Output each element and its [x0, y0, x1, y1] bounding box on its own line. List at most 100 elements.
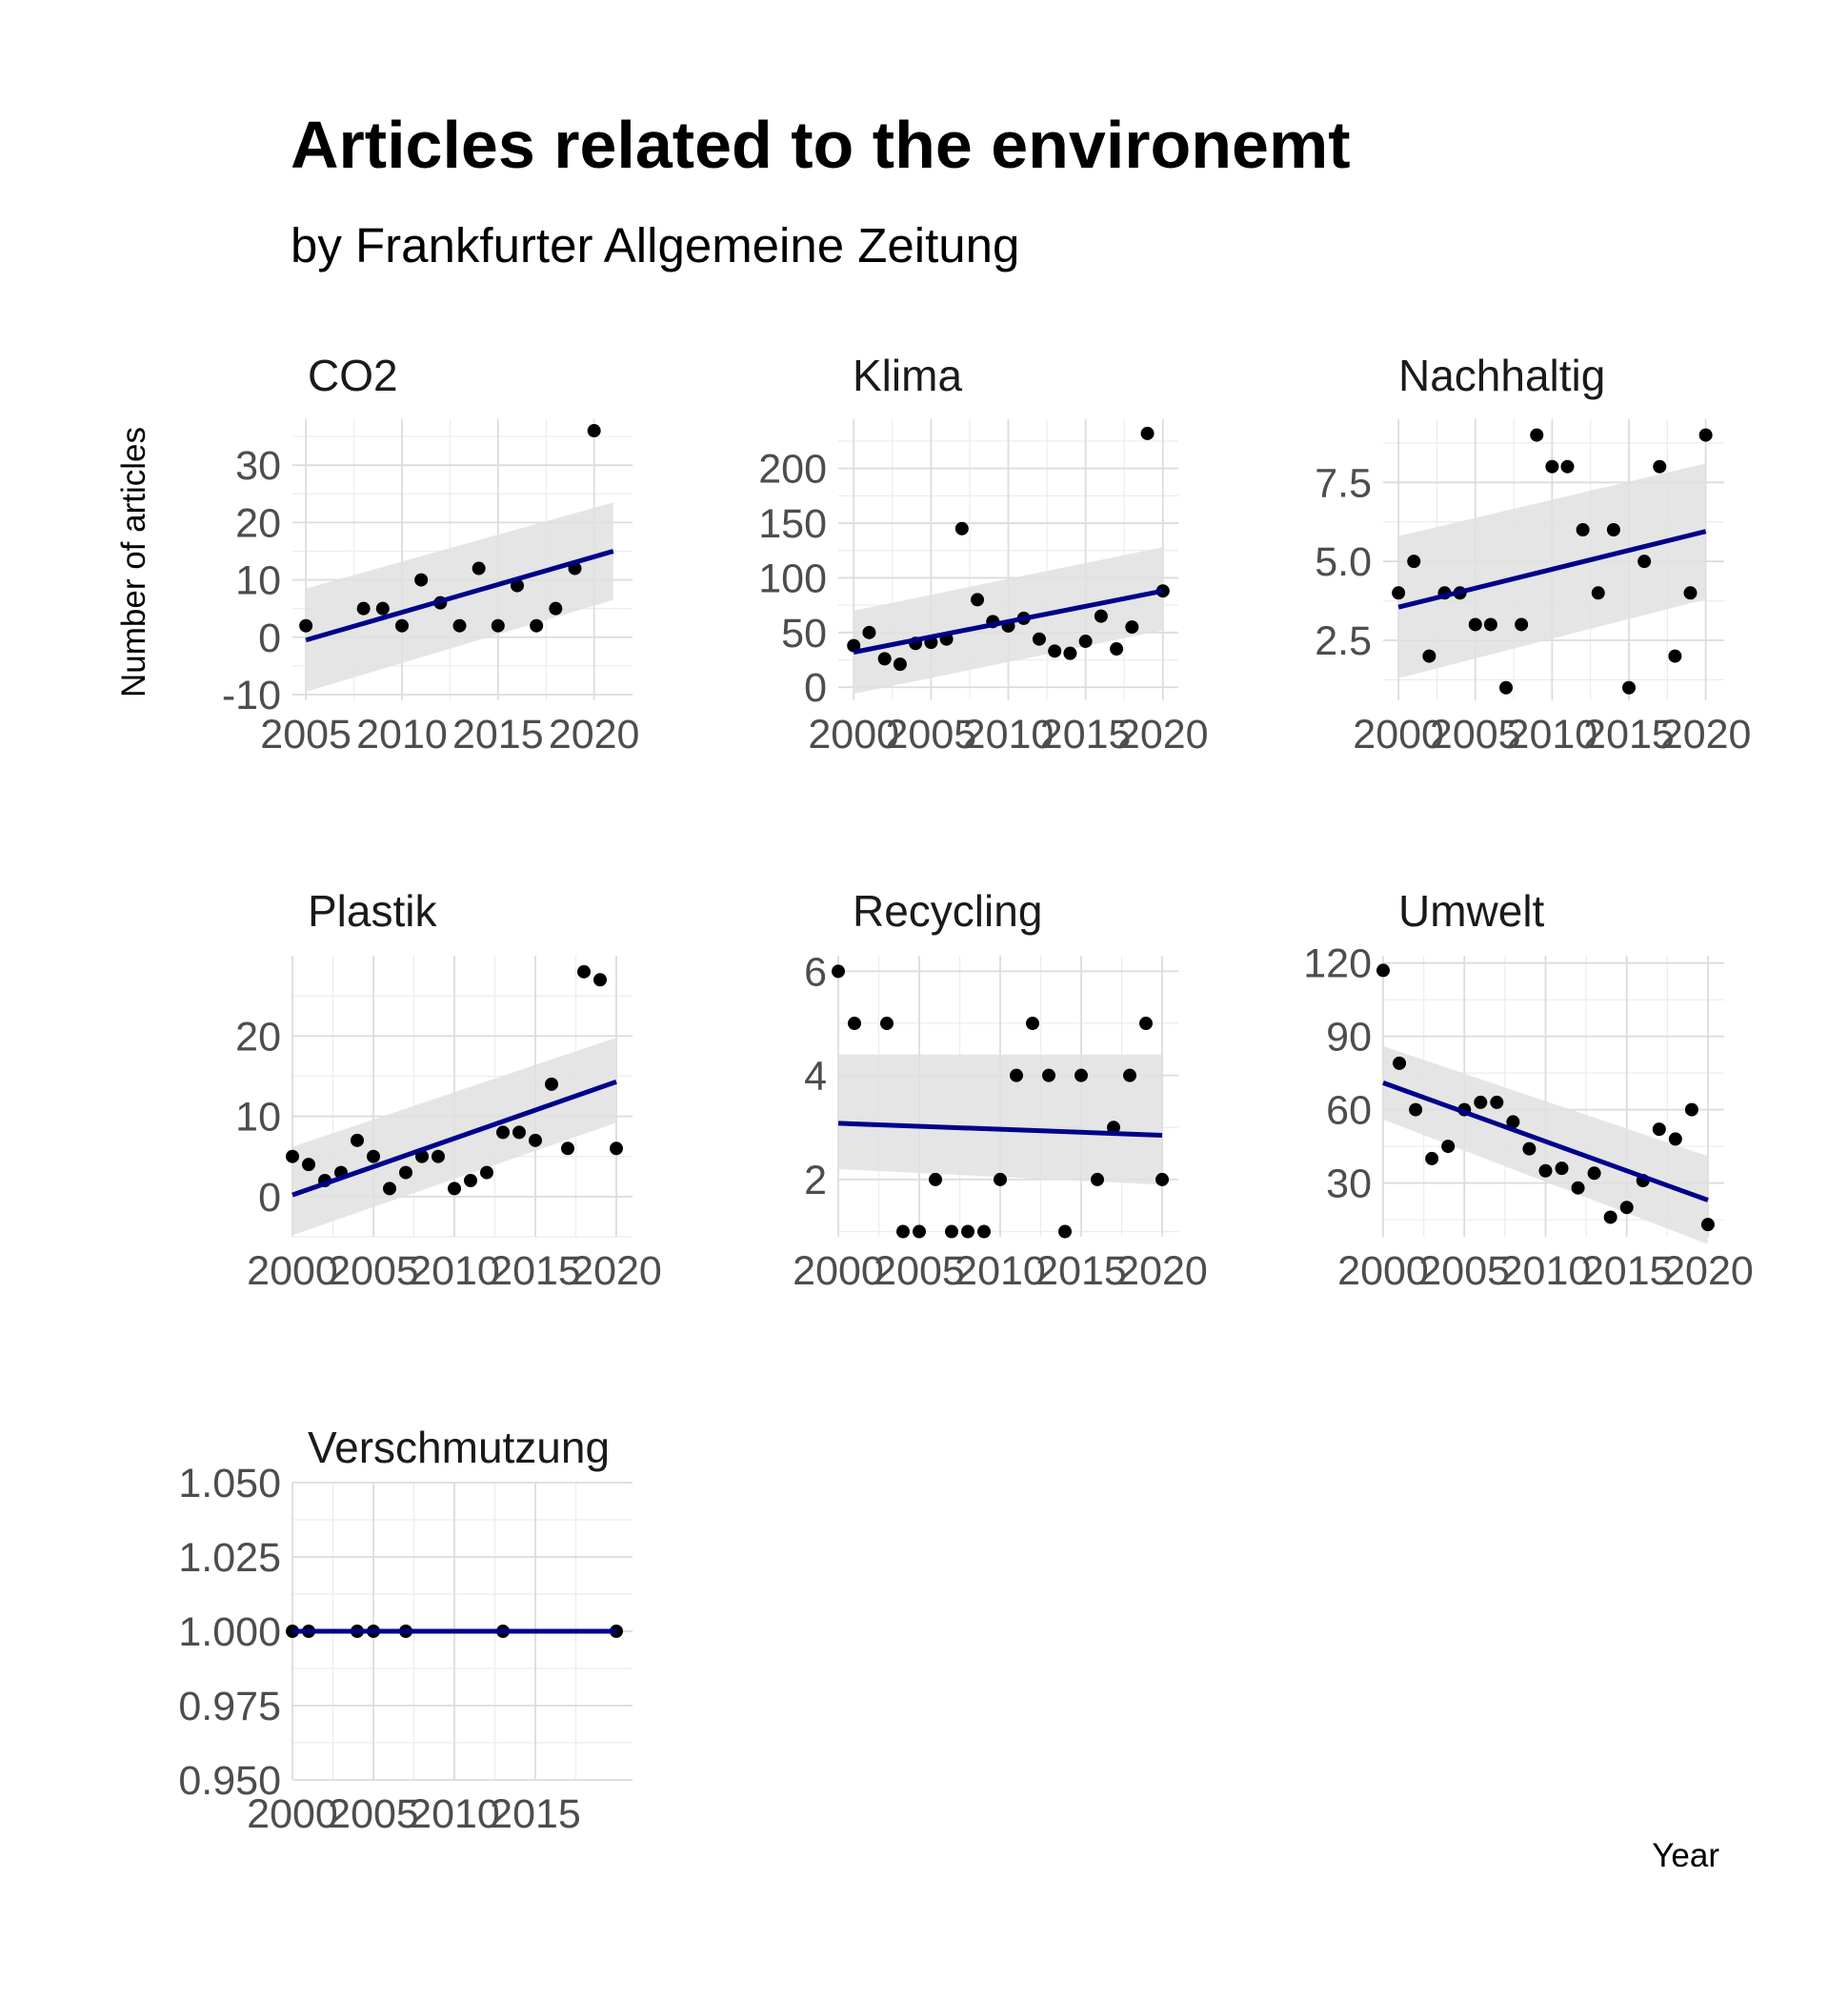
y-tick-label: 100: [758, 556, 827, 601]
data-point: [832, 964, 845, 979]
data-point: [549, 601, 563, 616]
data-point: [1094, 609, 1108, 623]
data-point: [1555, 1162, 1569, 1176]
data-point: [971, 593, 985, 607]
data-point: [545, 1077, 558, 1091]
y-tick-label: 1.025: [178, 1535, 281, 1581]
data-point: [994, 1172, 1007, 1186]
panel-title: Plastik: [308, 886, 437, 936]
data-point: [954, 521, 969, 535]
x-tick-label: 2020: [571, 1248, 662, 1294]
data-point: [561, 1141, 574, 1156]
data-point: [1110, 642, 1124, 657]
x-tick-label: 2005: [1418, 1248, 1510, 1294]
data-point: [1010, 1068, 1023, 1082]
data-point: [1409, 1102, 1423, 1117]
data-point: [945, 1224, 958, 1239]
data-point: [1571, 1181, 1585, 1195]
data-point: [877, 652, 892, 666]
data-point: [1668, 1132, 1682, 1146]
y-tick-label: 4: [804, 1054, 827, 1100]
data-point: [351, 1133, 364, 1147]
x-axis-label: Year: [1652, 1837, 1719, 1874]
data-point: [394, 618, 409, 633]
data-point: [1026, 1017, 1039, 1031]
x-tick-label: 2010: [963, 712, 1055, 758]
data-point: [1393, 1056, 1407, 1070]
x-tick-label: 2005: [328, 1791, 419, 1837]
x-tick-label: 2010: [1507, 712, 1598, 758]
data-point: [862, 625, 876, 639]
y-tick-label: 30: [1326, 1162, 1372, 1207]
y-tick-label: 30: [235, 443, 281, 489]
data-point: [1490, 1095, 1504, 1109]
data-point: [1407, 555, 1421, 569]
confidence-band: [1383, 1045, 1708, 1244]
data-point: [1063, 646, 1077, 660]
y-tick-label: 10: [235, 1095, 281, 1141]
x-tick-label: 2015: [452, 712, 544, 758]
data-point: [1140, 426, 1155, 440]
x-tick-label: 2015: [1583, 712, 1675, 758]
y-tick-label: 60: [1326, 1088, 1372, 1134]
data-point: [286, 1149, 299, 1163]
data-point: [383, 1182, 396, 1196]
data-point: [1668, 649, 1682, 663]
x-tick-label: 2005: [874, 1248, 965, 1294]
x-tick-label: 2000: [808, 712, 899, 758]
x-tick-label: 2000: [1337, 1248, 1429, 1294]
trend-line: [305, 549, 614, 643]
data-point: [491, 618, 505, 633]
x-tick-label: 2020: [1662, 1248, 1754, 1294]
x-tick-label: 2010: [954, 1248, 1046, 1294]
x-tick-label: 2020: [1117, 712, 1209, 758]
data-point: [1522, 1141, 1537, 1156]
x-tick-label: 2005: [260, 712, 352, 758]
y-tick-label: 0.950: [178, 1758, 281, 1804]
data-point: [1530, 428, 1544, 442]
data-point: [977, 1224, 991, 1239]
y-tick-label: 0.975: [178, 1684, 281, 1729]
y-tick-label: 50: [781, 611, 827, 657]
trend-line: [1397, 529, 1707, 610]
data-point: [1606, 523, 1620, 537]
panel-title: Umwelt: [1398, 886, 1545, 936]
data-point: [432, 1149, 445, 1163]
y-tick-label: 1.000: [178, 1609, 281, 1655]
trend-line: [291, 1079, 617, 1198]
x-tick-label: 2005: [1430, 712, 1521, 758]
y-tick-label: 2: [804, 1158, 827, 1203]
y-tick-label: 20: [235, 500, 281, 546]
y-tick-label: 5.0: [1315, 539, 1372, 585]
data-point: [1422, 649, 1436, 663]
data-point: [302, 1158, 315, 1172]
y-tick-label: 7.5: [1315, 460, 1372, 506]
data-point: [1622, 680, 1637, 695]
data-point: [529, 1133, 542, 1147]
x-tick-label: 2020: [1660, 712, 1752, 758]
x-tick-label: 2000: [793, 1248, 884, 1294]
x-tick-label: 2000: [247, 1791, 338, 1837]
data-point: [299, 618, 313, 633]
data-point: [448, 1182, 461, 1196]
x-tick-label: 2020: [549, 712, 640, 758]
confidence-band: [838, 1054, 1162, 1185]
x-tick-label: 2005: [886, 712, 977, 758]
trend-line: [1382, 1081, 1709, 1202]
data-point: [1376, 963, 1390, 978]
y-tick-label: 90: [1326, 1015, 1372, 1061]
panel-title: Klima: [853, 351, 962, 400]
data-point: [1425, 1151, 1439, 1165]
data-point: [356, 601, 371, 616]
data-point: [1637, 555, 1652, 569]
data-point: [1499, 680, 1514, 695]
data-point: [496, 1125, 510, 1140]
data-point: [1603, 1210, 1617, 1224]
y-tick-label: 120: [1303, 941, 1372, 987]
data-point: [893, 657, 907, 672]
